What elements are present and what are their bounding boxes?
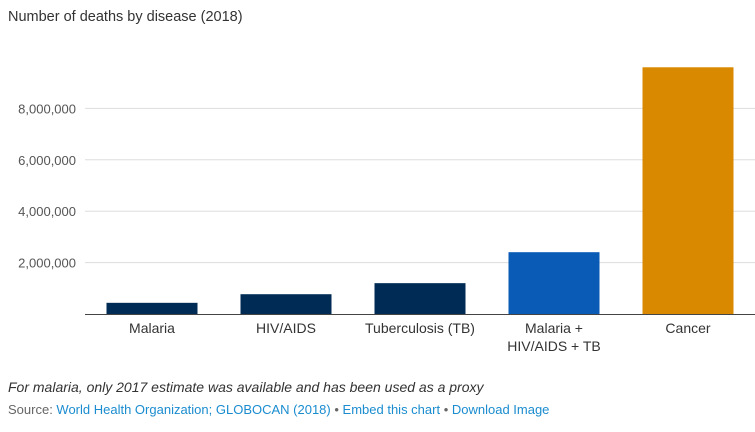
y-tick-label: 6,000,000 xyxy=(18,153,76,168)
x-tick-label: Malaria xyxy=(129,320,175,336)
source-line: Source: World Health Organization; GLOBO… xyxy=(8,402,549,417)
bar-malaria[interactable] xyxy=(106,302,198,314)
chart-title: Number of deaths by disease (2018) xyxy=(8,9,243,25)
chart-note: For malaria, only 2017 estimate was avai… xyxy=(8,379,484,395)
separator: • xyxy=(330,402,343,417)
x-tick-label: Malaria + xyxy=(525,320,583,336)
y-tick-label: 2,000,000 xyxy=(18,256,76,271)
x-tick-label: HIV/AIDS + TB xyxy=(507,338,601,354)
x-tick-label: HIV/AIDS xyxy=(256,320,316,336)
y-tick-label: 8,000,000 xyxy=(18,101,76,116)
bars xyxy=(106,67,734,314)
x-tick-label: Cancer xyxy=(665,320,710,336)
embed-chart-link[interactable]: Embed this chart xyxy=(342,402,441,417)
bar-cancer[interactable] xyxy=(642,67,734,314)
bar-chart: 2,000,000 4,000,000 6,000,000 8,000,000 Mala… xyxy=(18,67,755,354)
axes: 2,000,000 4,000,000 6,000,000 8,000,000 Mala… xyxy=(18,101,755,354)
bar-tuberculosis-tb[interactable] xyxy=(374,283,466,314)
separator: • xyxy=(440,402,452,417)
bar-malaria-hiv-aids-tb[interactable] xyxy=(508,252,600,314)
y-tick-label: 4,000,000 xyxy=(18,204,76,219)
source-link[interactable]: World Health Organization; GLOBOCAN (201… xyxy=(56,402,331,417)
bar-hiv-aids[interactable] xyxy=(240,294,332,314)
x-tick-label: Tuberculosis (TB) xyxy=(365,320,475,336)
download-image-link[interactable]: Download Image xyxy=(451,402,550,417)
source-prefix: Source: xyxy=(8,402,57,417)
